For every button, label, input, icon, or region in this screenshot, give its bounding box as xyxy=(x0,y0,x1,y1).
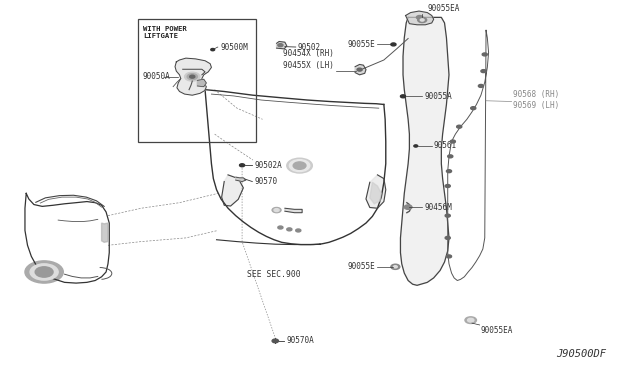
Circle shape xyxy=(481,70,486,73)
Text: 90568 (RH)
90569 (LH): 90568 (RH) 90569 (LH) xyxy=(513,90,560,110)
Circle shape xyxy=(414,145,418,147)
Polygon shape xyxy=(406,11,434,25)
Text: 90561: 90561 xyxy=(434,141,457,151)
Circle shape xyxy=(447,255,452,258)
Circle shape xyxy=(391,43,396,46)
Polygon shape xyxy=(370,182,381,204)
Circle shape xyxy=(445,214,451,217)
Circle shape xyxy=(35,267,53,277)
Circle shape xyxy=(278,226,283,229)
Circle shape xyxy=(287,158,312,173)
Circle shape xyxy=(401,95,406,98)
Circle shape xyxy=(467,318,474,322)
Polygon shape xyxy=(197,79,206,87)
Circle shape xyxy=(420,19,424,21)
Polygon shape xyxy=(401,17,449,285)
Circle shape xyxy=(470,107,476,110)
Circle shape xyxy=(448,155,453,158)
Circle shape xyxy=(447,170,452,173)
Text: 90502A: 90502A xyxy=(254,161,282,170)
Text: 90454X (RH)
90455X (LH): 90454X (RH) 90455X (LH) xyxy=(283,49,334,70)
Text: 90055E: 90055E xyxy=(348,262,376,271)
Circle shape xyxy=(289,160,310,171)
Circle shape xyxy=(417,16,423,19)
Bar xyxy=(138,19,256,141)
Text: 90055EA: 90055EA xyxy=(481,326,513,335)
Circle shape xyxy=(239,164,244,167)
Circle shape xyxy=(418,17,427,23)
Circle shape xyxy=(187,74,197,80)
Polygon shape xyxy=(276,41,287,49)
Circle shape xyxy=(391,264,400,269)
Circle shape xyxy=(445,185,451,187)
Text: 90055A: 90055A xyxy=(424,92,452,101)
Text: WITH POWER
LIFTGATE: WITH POWER LIFTGATE xyxy=(143,26,187,39)
Circle shape xyxy=(287,228,292,231)
Text: 90050A: 90050A xyxy=(143,72,170,81)
Polygon shape xyxy=(221,175,243,206)
Circle shape xyxy=(451,140,456,143)
Circle shape xyxy=(478,84,483,87)
Polygon shape xyxy=(285,208,302,213)
Circle shape xyxy=(274,209,279,212)
Polygon shape xyxy=(175,58,211,95)
Text: 90456M: 90456M xyxy=(424,203,452,212)
Circle shape xyxy=(465,317,476,324)
Text: 90570: 90570 xyxy=(254,177,277,186)
Circle shape xyxy=(278,44,283,46)
Circle shape xyxy=(211,48,214,51)
Circle shape xyxy=(184,72,200,81)
Text: 90055EA: 90055EA xyxy=(428,4,460,13)
Circle shape xyxy=(272,339,278,343)
Circle shape xyxy=(445,236,451,239)
Polygon shape xyxy=(102,223,108,242)
Text: 90500M: 90500M xyxy=(220,42,248,51)
Circle shape xyxy=(272,208,281,213)
Polygon shape xyxy=(236,177,246,182)
Circle shape xyxy=(296,229,301,232)
Text: 90055E: 90055E xyxy=(347,40,375,49)
Circle shape xyxy=(189,75,195,78)
Text: 90502: 90502 xyxy=(298,42,321,51)
Circle shape xyxy=(404,205,412,209)
Circle shape xyxy=(30,264,58,280)
Text: 90570A: 90570A xyxy=(286,336,314,346)
Circle shape xyxy=(394,266,397,268)
Circle shape xyxy=(457,125,462,128)
Circle shape xyxy=(357,68,362,71)
Circle shape xyxy=(25,261,63,283)
Circle shape xyxy=(293,162,306,169)
Polygon shape xyxy=(355,64,366,75)
Circle shape xyxy=(482,53,487,56)
Polygon shape xyxy=(366,175,386,208)
Text: J90500DF: J90500DF xyxy=(556,349,606,359)
Text: SEE SEC.900: SEE SEC.900 xyxy=(246,270,300,279)
